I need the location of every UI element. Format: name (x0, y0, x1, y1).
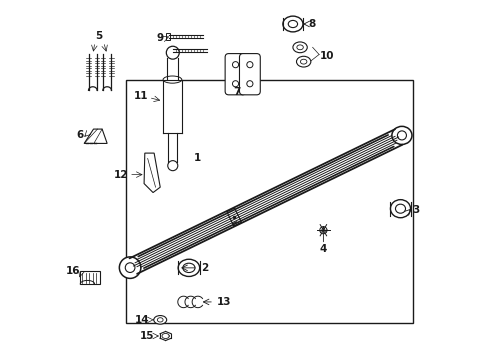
Ellipse shape (183, 263, 195, 273)
Text: 13: 13 (216, 297, 230, 307)
Text: 12: 12 (113, 170, 128, 180)
Ellipse shape (153, 316, 166, 324)
Text: 4: 4 (319, 244, 326, 254)
Text: 16: 16 (65, 266, 80, 276)
Ellipse shape (163, 76, 182, 83)
Ellipse shape (287, 21, 297, 28)
Bar (126, 80, 412, 323)
Ellipse shape (395, 204, 405, 213)
Ellipse shape (246, 62, 252, 68)
Bar (169, 46, 173, 54)
Bar (80, 271, 100, 284)
Ellipse shape (119, 257, 141, 278)
FancyBboxPatch shape (239, 54, 260, 95)
Text: 3: 3 (411, 206, 418, 216)
Text: 10: 10 (319, 51, 334, 61)
Ellipse shape (300, 59, 306, 64)
Text: 7: 7 (233, 87, 241, 97)
Text: 1: 1 (194, 153, 201, 163)
Ellipse shape (232, 81, 238, 87)
Ellipse shape (282, 16, 303, 32)
FancyBboxPatch shape (224, 54, 245, 95)
Bar (166, 33, 169, 40)
Ellipse shape (167, 161, 178, 171)
Ellipse shape (292, 42, 306, 53)
Ellipse shape (125, 263, 135, 273)
Text: 6: 6 (77, 130, 84, 140)
Ellipse shape (157, 318, 163, 322)
Text: 2: 2 (201, 263, 207, 273)
Text: 14: 14 (135, 315, 149, 325)
Ellipse shape (166, 46, 179, 59)
Ellipse shape (296, 56, 310, 67)
Ellipse shape (389, 200, 410, 218)
Text: 15: 15 (140, 331, 154, 341)
Ellipse shape (391, 126, 411, 144)
Text: 5: 5 (96, 31, 102, 41)
Bar (226, 208, 241, 226)
Text: 9: 9 (156, 33, 163, 43)
Ellipse shape (397, 131, 406, 140)
Ellipse shape (178, 259, 199, 276)
Text: 8: 8 (307, 19, 315, 29)
Ellipse shape (296, 45, 303, 50)
Ellipse shape (246, 81, 252, 87)
Ellipse shape (232, 62, 238, 68)
Text: 11: 11 (134, 91, 148, 101)
